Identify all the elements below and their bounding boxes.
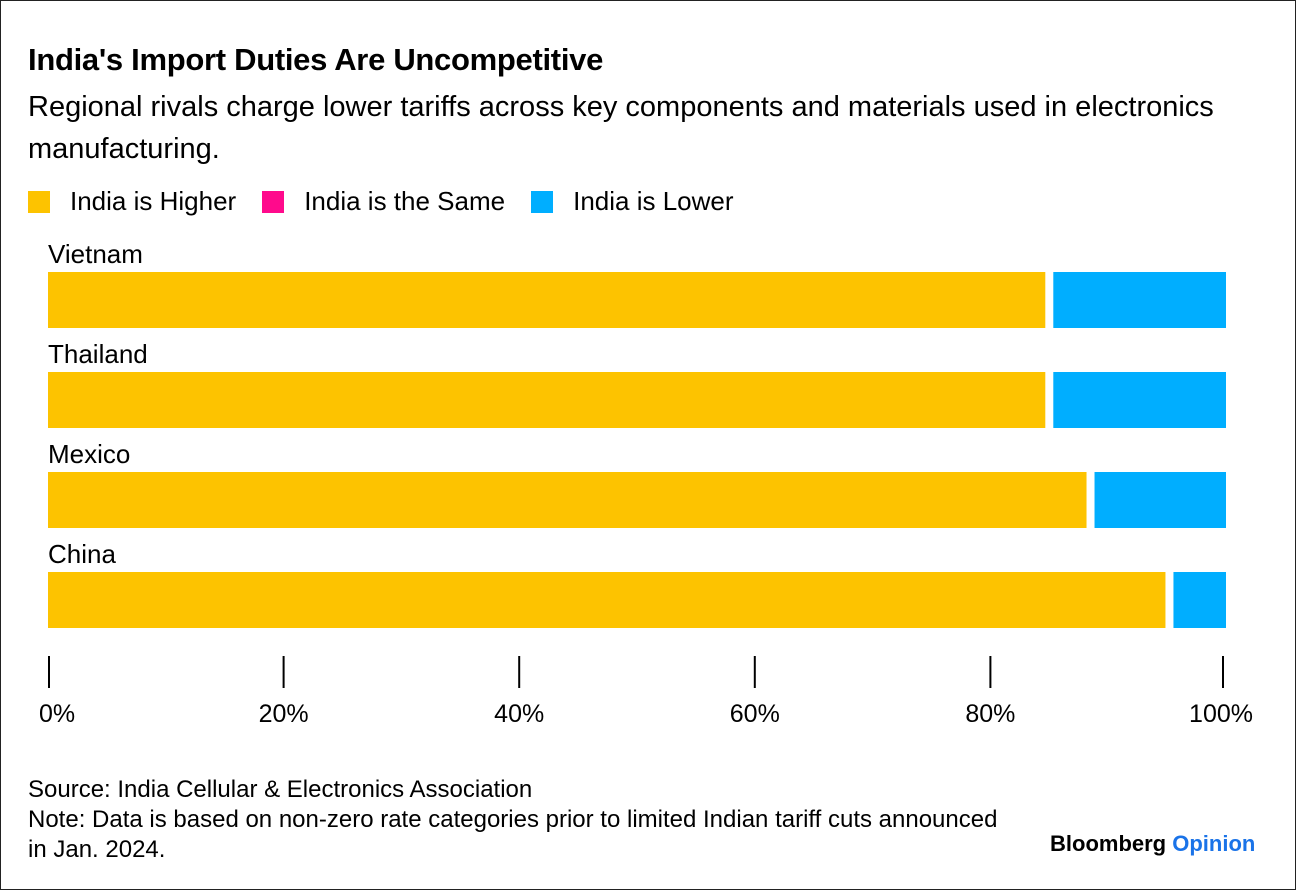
legend-item-lower: India is Lower [531,186,734,217]
x-tick-label-2: 40% [494,700,544,728]
bar-thailand-india-is-higher [48,372,1046,428]
bar-thailand-india-is-lower [1053,372,1226,428]
category-label-thailand: Thailand [48,339,148,369]
bar-china-india-is-higher [48,572,1166,628]
bar-mexico-india-is-higher [48,472,1087,528]
legend-label-same: India is the Same [304,186,506,216]
legend-swatch-lower [531,190,554,213]
bar-china-india-is-lower [1173,572,1226,628]
logo-brand: Bloomberg [1050,831,1167,856]
category-label-china: China [48,539,116,569]
legend-label-lower: India is Lower [573,186,734,216]
x-tick-label-4: 80% [965,700,1015,728]
x-tick-label-0: 0% [39,700,75,728]
x-tick-label-3: 60% [730,700,780,728]
chart-title: India's Import Duties Are Uncompetitive [28,42,604,77]
legend-item-same: India is the Same [262,186,505,217]
legend-label-higher: India is Higher [70,186,237,216]
x-tick-label-1: 20% [259,700,309,728]
bar-vietnam-india-is-lower [1053,272,1226,328]
legend-swatch-same [262,190,285,213]
category-label-mexico: Mexico [48,439,130,469]
data-note: Note: Data is based on non-zero rate cat… [28,806,998,863]
bar-vietnam-india-is-higher [48,272,1046,328]
category-label-vietnam: Vietnam [48,239,143,269]
source-note: Source: India Cellular & Electronics Ass… [28,776,533,803]
legend-swatch-higher [28,190,50,213]
x-tick-label-5: 100% [1189,700,1253,728]
footer: Source: India Cellular & Electronics Ass… [28,775,1008,865]
legend-item-higher: India is Higher [28,186,236,217]
legend: India is Higher India is the Same India … [28,186,760,217]
bar-chart: Vietnam Thailand Mexico China 0% 20% 40% 60% 80%… [39,239,1253,728]
bar-mexico-india-is-lower [1094,472,1226,528]
logo-section: Opinion [1172,831,1256,856]
chart-subtitle: Regional rivals charge lower tariffs acr… [28,91,1214,165]
bloomberg-opinion-logo: Bloomberg Opinion [1050,831,1255,857]
